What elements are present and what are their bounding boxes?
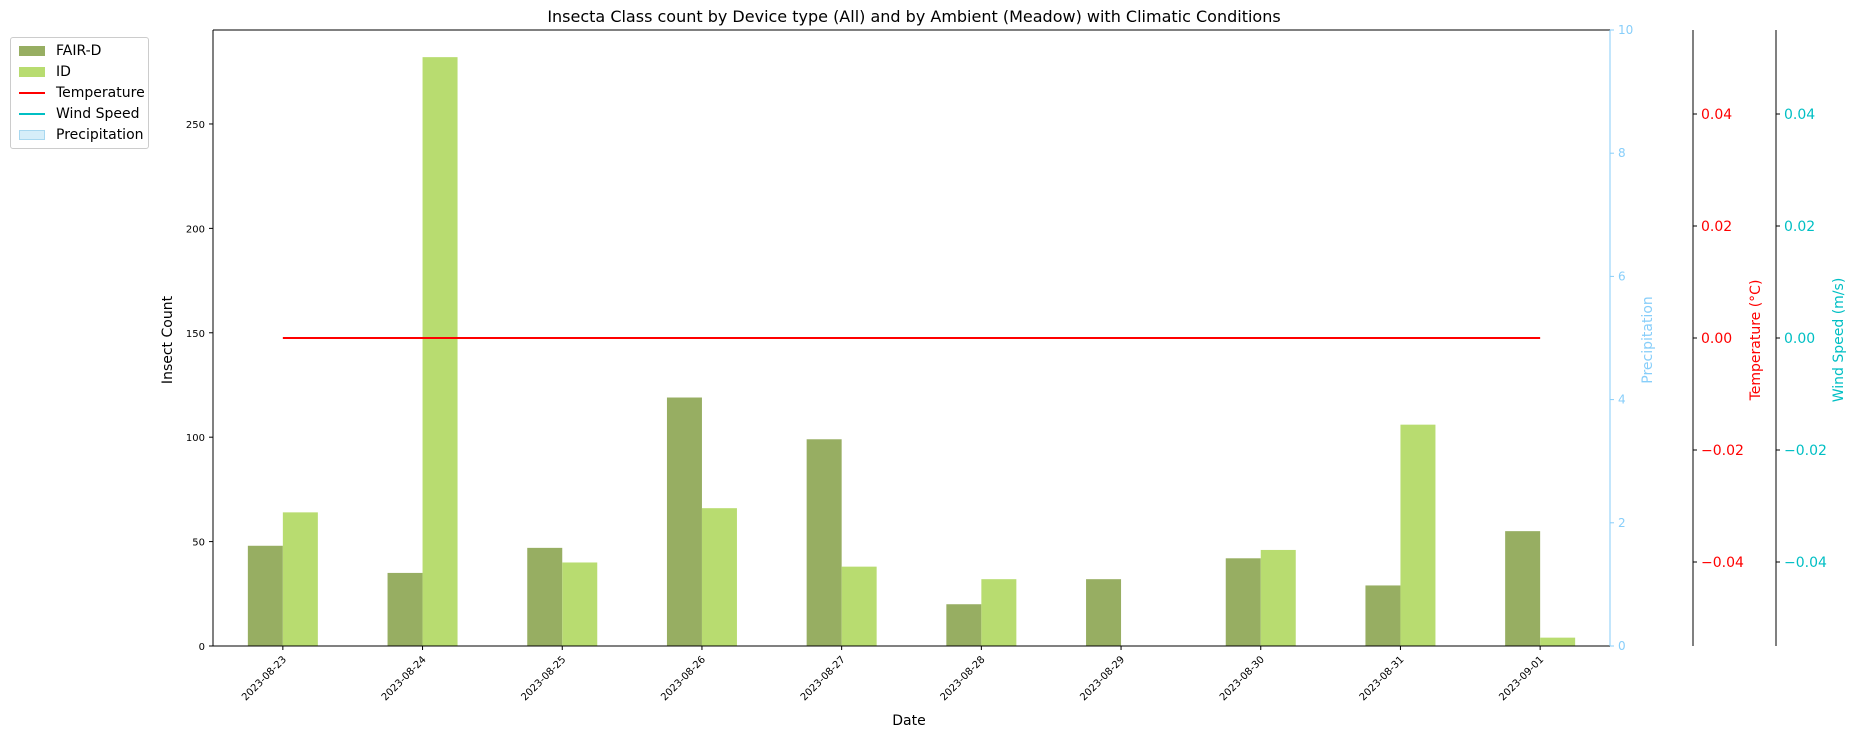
legend-swatch-fair-d <box>19 46 45 56</box>
precipitation-tick-label: 0 <box>1618 639 1626 653</box>
temperature-tick-label: −0.04 <box>1701 555 1744 571</box>
bar-id-2023-08-27 <box>841 566 877 646</box>
legend-label: ID <box>56 64 71 80</box>
bar-fair-d-2023-08-24 <box>387 572 423 646</box>
x-axis-label: Date <box>892 713 925 729</box>
y-tick-label: 250 <box>186 120 205 131</box>
bar-id-2023-08-28 <box>981 579 1017 646</box>
bar-id-2023-09-01 <box>1540 637 1576 646</box>
wind-axis-label: Wind Speed (m/s) <box>1831 278 1847 403</box>
x-tick-label: 2023-08-31 <box>1358 654 1407 703</box>
x-tick-label: 2023-08-27 <box>799 654 848 703</box>
temperature-tick-label: 0.04 <box>1701 107 1732 123</box>
bar-id-2023-08-26 <box>701 508 737 646</box>
wind-tick-label: 0.00 <box>1784 331 1815 347</box>
x-tick-label: 2023-08-26 <box>659 654 708 703</box>
temperature-axis-label: Temperature (°C) <box>1748 280 1764 402</box>
precipitation-tick-label: 8 <box>1618 146 1626 160</box>
bar-fair-d-2023-09-01 <box>1505 531 1541 646</box>
temperature-tick-label: 0.02 <box>1701 219 1732 235</box>
y-tick-label: 50 <box>192 538 205 549</box>
bar-fair-d-2023-08-27 <box>806 439 842 646</box>
bar-fair-d-2023-08-30 <box>1225 558 1261 646</box>
wind-tick-label: 0.02 <box>1784 219 1815 235</box>
bar-fair-d-2023-08-31 <box>1365 585 1401 646</box>
legend-line-temperature <box>19 92 45 94</box>
y-tick-label: 0 <box>199 642 205 653</box>
x-tick-label: 2023-08-29 <box>1078 654 1127 703</box>
precipitation-axis-label: Precipitation <box>1640 296 1656 384</box>
y-axis-label: Insect Count <box>160 295 176 384</box>
bar-fair-d-2023-08-23 <box>247 545 283 646</box>
wind-tick-label: −0.04 <box>1784 555 1827 571</box>
wind-tick-label: −0.02 <box>1784 443 1827 459</box>
precipitation-tick-label: 10 <box>1618 23 1633 37</box>
y-tick-label: 100 <box>186 433 205 444</box>
precipitation-tick-label: 6 <box>1618 269 1626 283</box>
x-tick-label: 2023-08-28 <box>939 654 988 703</box>
bar-fair-d-2023-08-26 <box>666 397 702 646</box>
legend-swatch-id <box>19 67 45 77</box>
legend: FAIR-D ID Temperature Wind Speed Precipi… <box>10 37 149 149</box>
legend-label: Temperature <box>56 85 145 101</box>
wind-tick-label: 0.04 <box>1784 107 1815 123</box>
legend-label: FAIR-D <box>56 43 102 59</box>
bar-id-2023-08-30 <box>1260 549 1296 646</box>
bar-id-2023-08-25 <box>562 562 598 646</box>
temperature-tick-label: 0.00 <box>1701 331 1732 347</box>
chart-title: Insecta Class count by Device type (All)… <box>547 7 1280 26</box>
x-tick-label: 2023-08-23 <box>240 654 289 703</box>
x-tick-label: 2023-08-30 <box>1218 654 1267 703</box>
legend-line-wind <box>19 113 45 115</box>
temperature-tick-label: −0.02 <box>1701 443 1744 459</box>
precipitation-tick-label: 2 <box>1618 516 1626 530</box>
x-tick-label: 2023-08-25 <box>519 654 568 703</box>
precipitation-tick-label: 4 <box>1618 393 1626 407</box>
legend-label: Wind Speed <box>56 106 140 122</box>
bar-id-2023-08-31 <box>1400 424 1436 646</box>
legend-label: Precipitation <box>56 127 144 143</box>
bar-fair-d-2023-08-25 <box>527 547 563 646</box>
legend-swatch-precipitation <box>19 130 45 140</box>
y-tick-label: 200 <box>186 224 205 235</box>
x-tick-label: 2023-08-24 <box>380 654 429 703</box>
bar-group <box>247 57 1576 647</box>
y-tick-label: 150 <box>186 329 205 340</box>
bar-id-2023-08-24 <box>422 57 458 647</box>
bar-id-2023-08-23 <box>282 512 318 646</box>
bar-fair-d-2023-08-28 <box>946 604 982 646</box>
bar-fair-d-2023-08-29 <box>1086 579 1122 646</box>
x-tick-label: 2023-09-01 <box>1497 654 1546 703</box>
